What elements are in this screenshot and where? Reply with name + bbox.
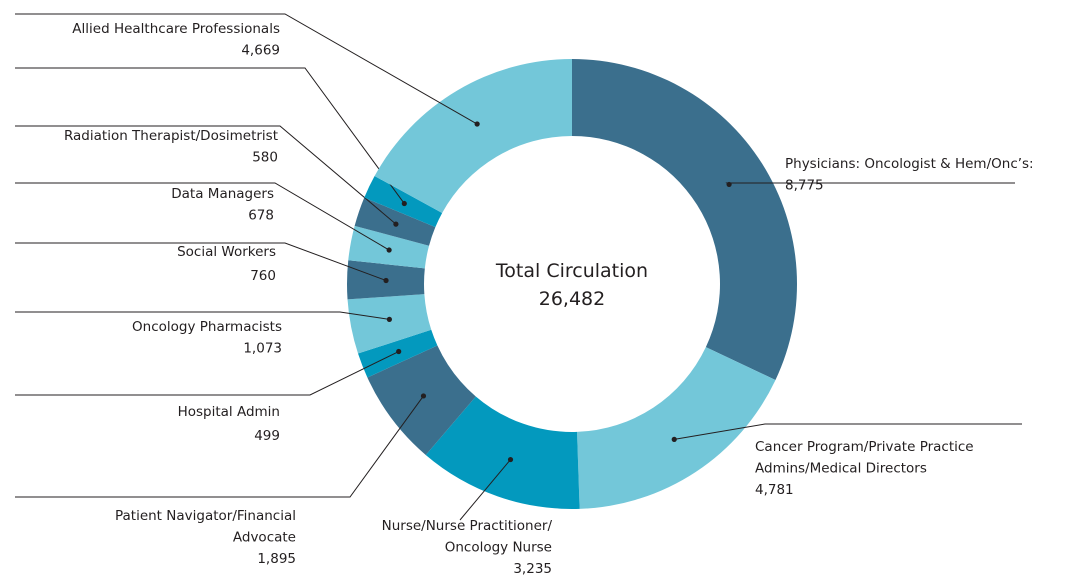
leader-dot [386,316,392,322]
center-label: Total Circulation [495,260,648,282]
segment-value: 499 [254,428,280,444]
donut-segment [425,396,580,509]
leader-line [15,67,405,204]
segment-value: 1,895 [257,551,296,567]
segment-label: Social Workers [177,244,276,260]
leader-dot [401,200,407,207]
segment-label: Physicians: Oncologist & Hem/Onc’s: [785,156,1034,172]
donut-segment [347,294,432,354]
leader-line [15,311,390,320]
donut-segment [354,197,436,246]
segment-value: 8,775 [785,178,824,194]
donut-segment [367,345,476,455]
segment-label: Patient Navigator/Financial Advocate [115,508,296,546]
segment-value: 760 [250,268,276,284]
leader-line [15,13,478,125]
segment-label: Data Managers [171,186,274,202]
donut-segment [577,347,776,509]
leader-line [15,351,399,396]
donut-segment [374,58,572,213]
leader-dot [396,348,402,355]
leader-dot [393,221,399,227]
segment-label: Oncology Pharmacists [132,319,282,335]
leader-line [674,423,1022,440]
segment-value: 3,235 [513,561,552,577]
leader-dot [386,247,392,253]
segment-value: 4,781 [755,482,794,498]
leader-dot [507,456,514,463]
segment-value: 678 [248,208,274,224]
leader-dot [726,181,732,188]
leader-line [15,182,390,251]
segment-label: Hospital Admin [178,404,280,420]
leader-line [15,242,387,281]
leader-dot [671,436,677,442]
leader-line [15,125,397,225]
leader-dot [474,121,480,127]
donut-segment [348,225,430,269]
center-value: 26,482 [539,288,605,310]
leader-line [459,459,511,521]
segment-value: 580 [252,150,278,166]
leader-line [15,395,424,498]
donut-segment [572,59,797,381]
segment-label: Allied Healthcare Professionals [72,21,280,37]
segment-value: 4,669 [241,43,280,59]
leader-dot [420,393,427,399]
leader-dot [383,277,389,284]
segment-label: Cancer Program/Private Practice Admins/Me… [755,439,974,477]
segment-label: Radiation Therapist/Dosimetrist [64,128,278,144]
segment-value: 1,073 [243,341,282,357]
segment-label: Nurse/Nurse Practitioner/Oncology Nurse [382,518,553,556]
